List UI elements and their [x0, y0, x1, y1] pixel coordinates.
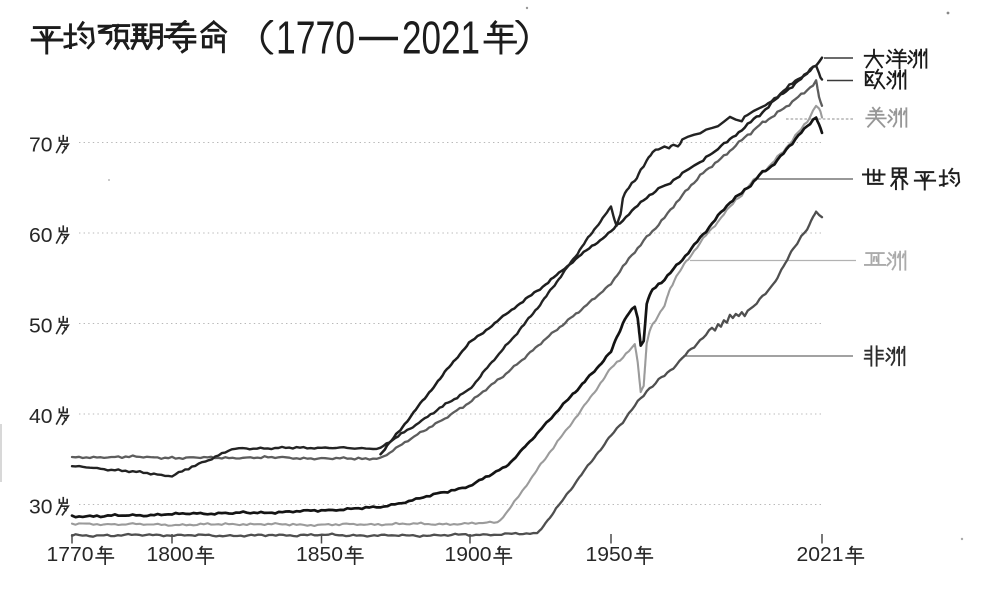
svg-text:2021: 2021 — [402, 12, 480, 64]
svg-text:60: 60 — [29, 224, 53, 247]
svg-text:40: 40 — [29, 405, 53, 428]
svg-text:1770: 1770 — [276, 12, 355, 64]
svg-text:50: 50 — [29, 314, 53, 337]
svg-text:1900: 1900 — [445, 543, 492, 566]
svg-text:1770: 1770 — [47, 543, 94, 566]
svg-text:1950: 1950 — [586, 543, 633, 566]
svg-text:30: 30 — [29, 495, 53, 518]
svg-text:1850: 1850 — [296, 543, 343, 566]
svg-text:2021: 2021 — [797, 543, 844, 566]
svg-text:70: 70 — [29, 133, 53, 156]
svg-text:1800: 1800 — [147, 543, 194, 566]
